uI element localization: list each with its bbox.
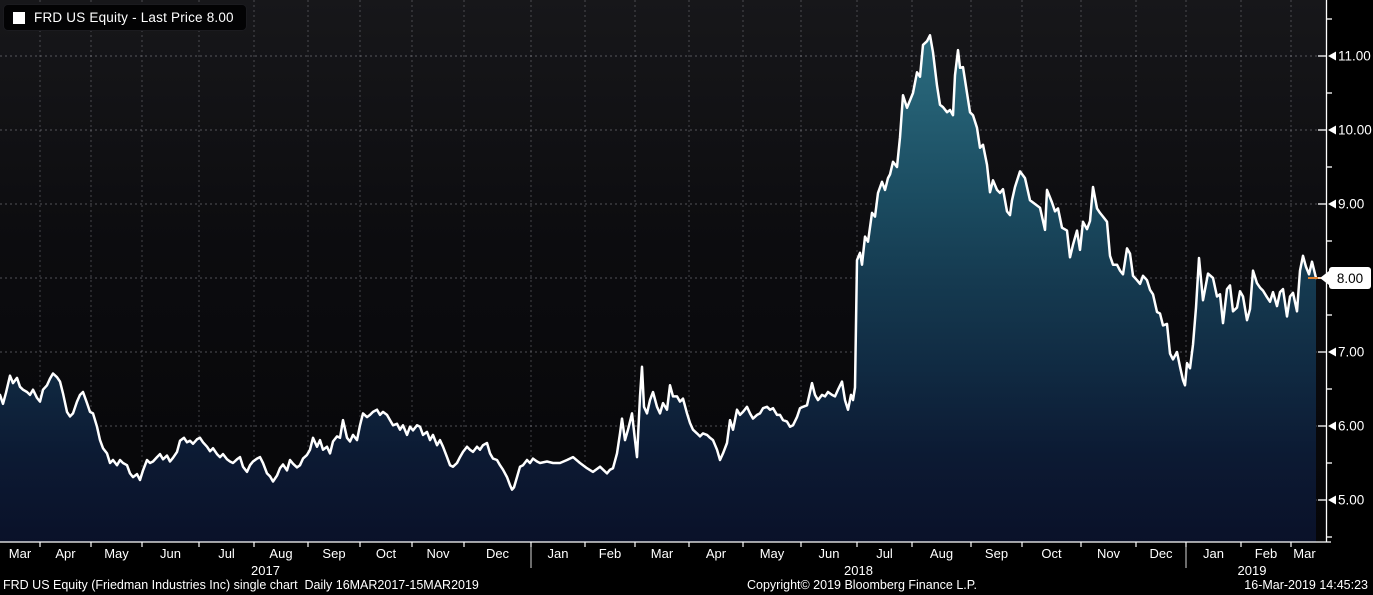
year-label: 2019 [1238,563,1267,578]
left-arrow-tick-icon [1328,495,1336,505]
month-label: Jun [160,546,181,561]
month-label: May [760,546,785,561]
month-label: May [104,546,129,561]
timestamp: 16-Mar-2019 14:45:23 [1244,578,1368,592]
month-label: Mar [1293,546,1316,561]
last-price-value: 8.00 [1336,270,1364,286]
copyright-notice: Copyright© 2019 Bloomberg Finance L.P. [747,578,977,592]
month-label: Oct [376,546,397,561]
last-price-tag: 8.00 [1320,267,1371,289]
month-label: Sep [322,546,345,561]
month-label: Jan [548,546,569,561]
month-label: Apr [706,546,727,561]
left-arrow-icon [1320,271,1329,285]
month-label: Apr [55,546,76,561]
legend[interactable]: FRD US Equity - Last Price 8.00 [4,5,246,30]
year-label: 2017 [251,563,280,578]
left-arrow-tick-icon [1328,347,1336,357]
y-axis-label: 5.00 [1338,493,1364,508]
left-arrow-tick-icon [1328,51,1336,61]
y-axis-label: 11.00 [1338,49,1371,64]
chart-description: FRD US Equity (Friedman Industries Inc) … [3,578,479,592]
month-label: Oct [1041,546,1062,561]
y-axis: 11.00 10.00 9.00 7.00 6.00 5.00 [1318,18,1372,538]
left-arrow-tick-icon [1328,199,1336,209]
month-label: Jul [876,546,893,561]
price-area-fill [0,35,1316,543]
legend-label: FRD US Equity - Last Price 8.00 [34,10,234,25]
month-label: Dec [486,546,510,561]
month-label: Dec [1149,546,1173,561]
y-axis-label: 7.00 [1338,345,1364,360]
month-label: Aug [930,546,953,561]
month-label: Feb [599,546,621,561]
month-label: Mar [651,546,674,561]
series-swatch-icon [13,11,25,24]
month-label: Aug [269,546,292,561]
month-label: Feb [1255,546,1277,561]
price-line [0,34,1318,491]
month-label: Nov [1097,546,1121,561]
y-axis-label: 9.00 [1338,197,1364,212]
y-axis-label: 6.00 [1338,419,1364,434]
month-label: Sep [985,546,1008,561]
month-label: Jun [819,546,840,561]
month-label: Jul [218,546,235,561]
left-arrow-tick-icon [1328,125,1336,135]
y-axis-label: 10.00 [1338,123,1372,138]
month-label: Jan [1203,546,1224,561]
left-arrow-tick-icon [1328,421,1336,431]
month-label: Mar [9,546,32,561]
x-axis: Mar Apr May Jun Jul Aug Sep Oct Nov Dec Jan Feb Mar A… [9,542,1316,578]
year-label: 2018 [844,563,873,578]
month-label: Nov [426,546,450,561]
